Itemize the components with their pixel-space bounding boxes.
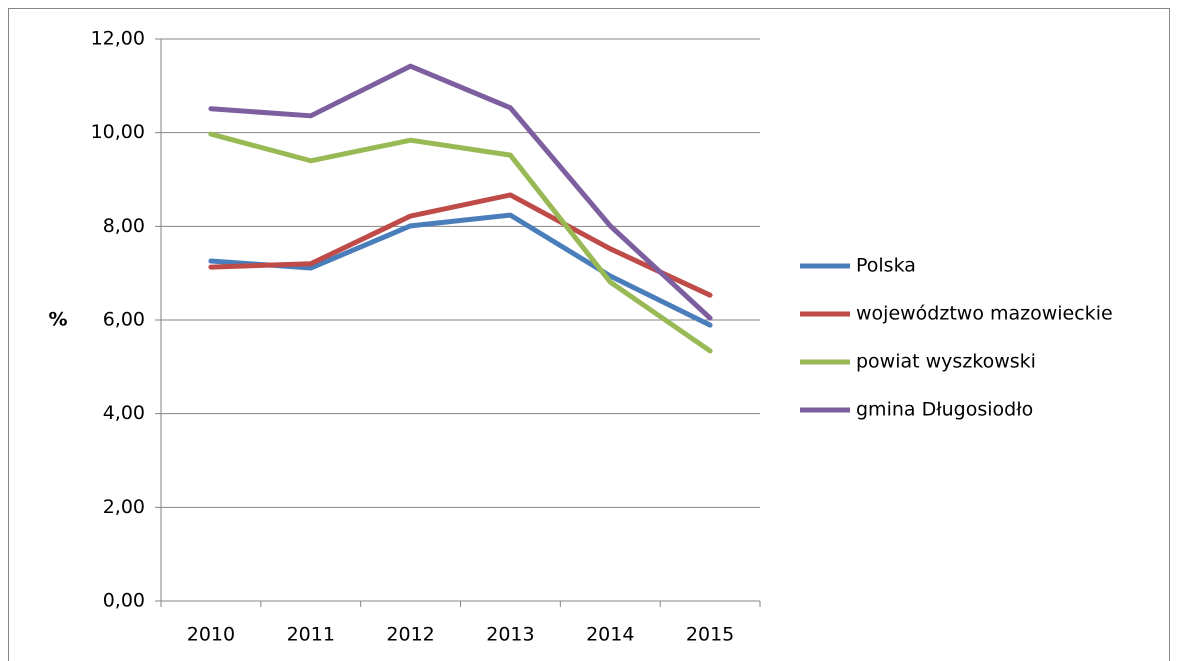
series-line — [208, 131, 713, 354]
y-tick-label: 12,00 — [91, 28, 145, 50]
chart-frame — [8, 8, 1170, 661]
legend-label: gmina Długosiodło — [856, 399, 1033, 421]
y-tick-label: 8,00 — [103, 215, 145, 237]
y-tick-label: 6,00 — [103, 309, 145, 331]
y-tick-label: 10,00 — [91, 121, 145, 143]
series-line — [208, 63, 713, 321]
x-tick-label: 2011 — [287, 624, 335, 646]
x-tick-label: 2012 — [386, 624, 434, 646]
legend-label: województwo mazowieckie — [856, 303, 1113, 325]
x-tick-label: 2014 — [586, 624, 634, 646]
legend-label: Polska — [856, 255, 916, 277]
x-tick-label: 2015 — [686, 624, 734, 646]
x-tick-label: 2013 — [486, 624, 534, 646]
y-tick-label: 2,00 — [103, 496, 145, 518]
legend-label: powiat wyszkowski — [856, 351, 1036, 373]
y-tick-label: 4,00 — [103, 402, 145, 424]
y-tick-label: 0,00 — [103, 590, 145, 612]
x-tick-label: 2010 — [187, 624, 235, 646]
y-axis-label: % — [48, 309, 67, 331]
series-line — [208, 192, 713, 298]
series-line — [208, 212, 713, 328]
